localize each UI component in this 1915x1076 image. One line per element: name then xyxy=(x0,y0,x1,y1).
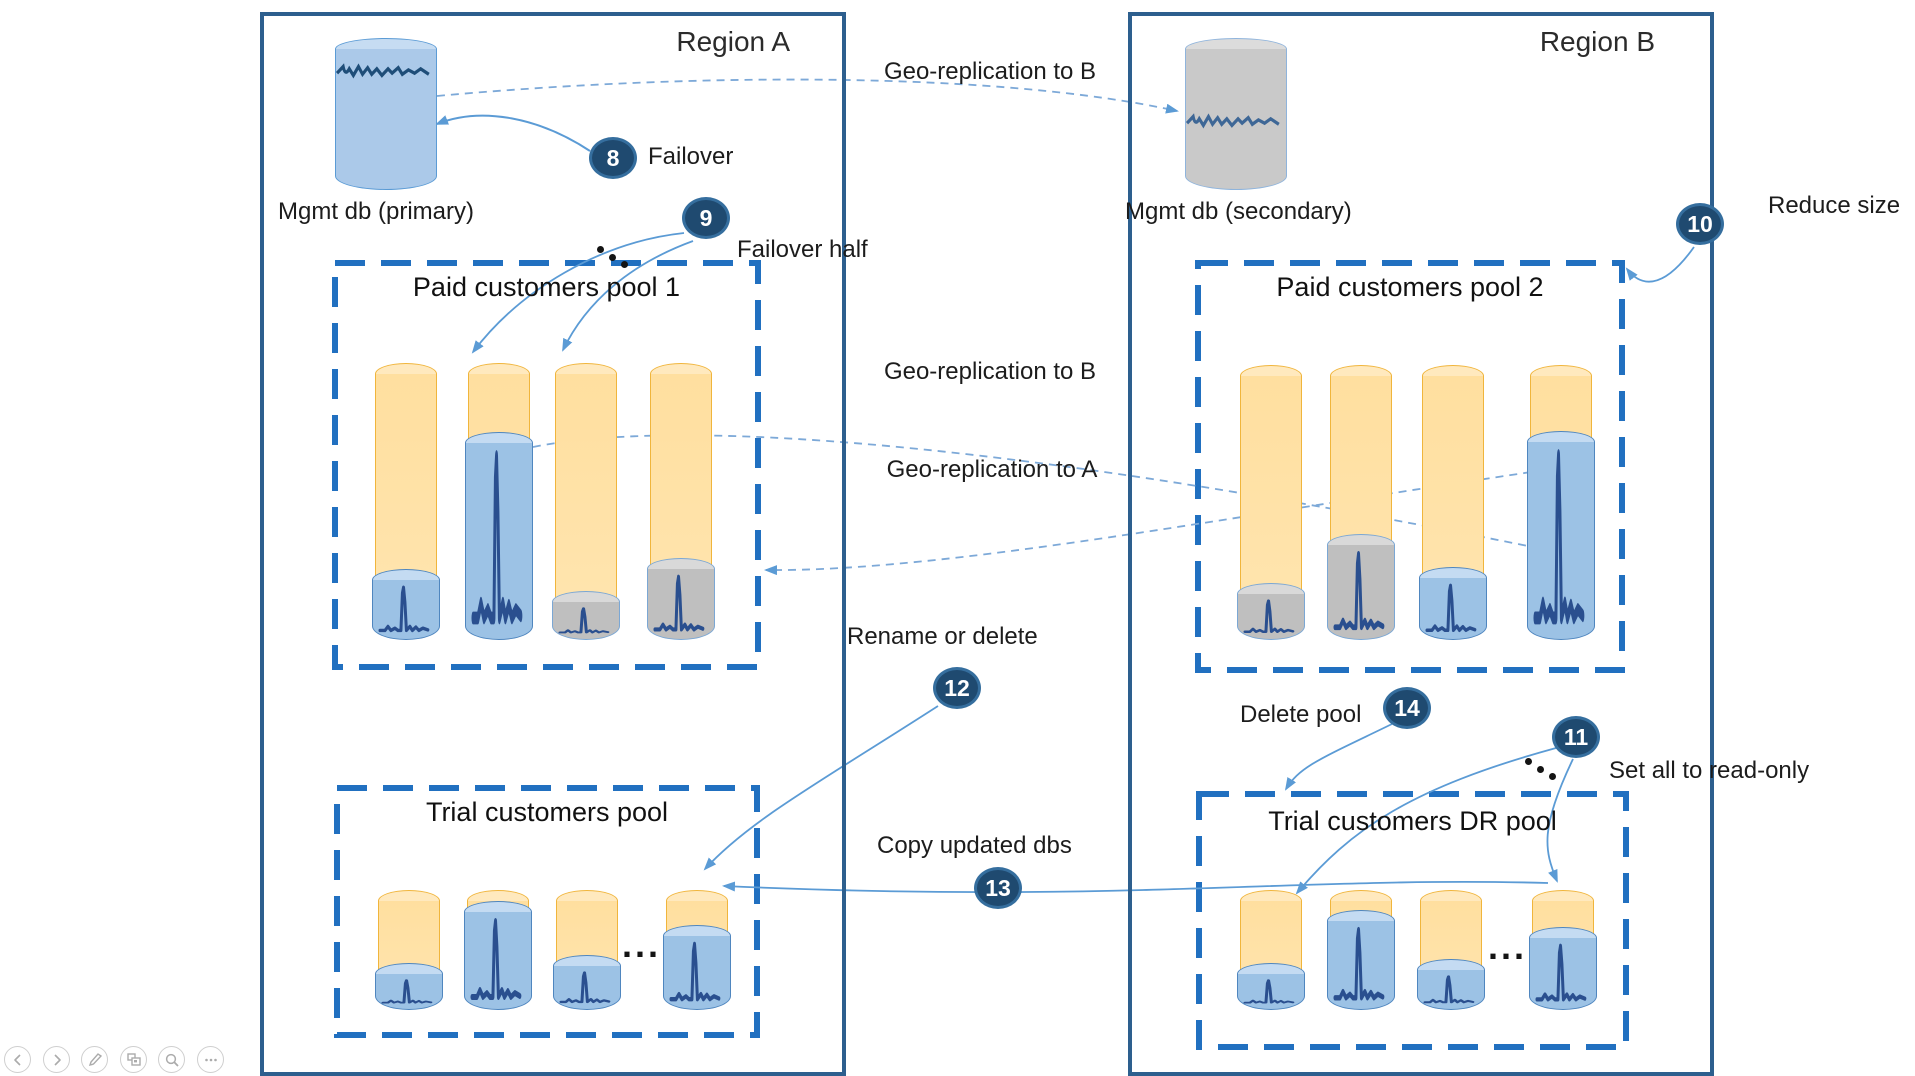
trial-dr-pool-db-3-data-fill xyxy=(1417,959,1485,1010)
db-waveform-icon xyxy=(653,574,705,632)
paid-pool-2-db-1-data-fill xyxy=(1237,583,1305,640)
db-waveform-icon xyxy=(1333,550,1385,631)
region-b-title: Region B xyxy=(1539,26,1655,57)
step-badge-12: 12 xyxy=(933,667,981,709)
mgmt-db-secondary-label: Mgmt db (secondary) xyxy=(1125,198,1352,225)
trial-dr-pool-db-1-data-fill xyxy=(1237,963,1305,1010)
db-waveform-icon xyxy=(559,971,611,1004)
geo-replication-to-a-label: Geo-replication to A xyxy=(886,456,1098,483)
more-options-button[interactable] xyxy=(196,1046,224,1073)
see-all-slides-button[interactable] xyxy=(119,1046,147,1073)
region-a-title: Region A xyxy=(676,26,790,57)
db-waveform-icon xyxy=(1185,113,1280,129)
step-badge-9: 9 xyxy=(682,197,730,239)
db-waveform-icon xyxy=(1423,975,1475,1004)
step-label-13: Copy updated dbs xyxy=(877,832,1072,859)
trial-pool-db-3-data-fill xyxy=(553,955,621,1010)
step-badge-11: 11 xyxy=(1552,716,1600,758)
dots-decoration xyxy=(1549,773,1556,780)
paid-pool-2-db-4-data-fill xyxy=(1527,431,1595,640)
trial-pool-db-4-data-fill xyxy=(663,925,731,1010)
step-label-8: Failover xyxy=(648,143,734,170)
step-label-10: Reduce size xyxy=(1768,192,1901,219)
dots-decoration xyxy=(1525,758,1532,765)
step-badge-8: 8 xyxy=(589,137,637,179)
trial-pool-db-3-capacity-cylinder xyxy=(556,890,618,1007)
db-waveform-icon xyxy=(471,450,523,625)
geo-replication-to-b-label: Geo-replication to B xyxy=(883,358,1097,385)
trial-dr-pool-ellipsis: ... xyxy=(1488,926,1528,967)
region-a-box xyxy=(260,12,846,1076)
trial-dr-pool-db-2-data-fill xyxy=(1327,910,1395,1010)
db-waveform-icon xyxy=(669,941,721,1002)
db-waveform-icon xyxy=(558,607,610,634)
db-waveform-icon xyxy=(1243,599,1295,633)
next-slide-button[interactable] xyxy=(42,1046,70,1073)
zoom-magnifier-button[interactable] xyxy=(158,1046,185,1073)
paid-pool-2-title: Paid customers pool 2 xyxy=(1276,272,1544,302)
trial-pool-db-2-data-fill xyxy=(464,901,532,1010)
trial-dr-pool-title: Trial customers DR pool xyxy=(1268,806,1557,836)
region-b-box xyxy=(1128,12,1714,1076)
paid-pool-1-db-1-data-fill xyxy=(372,569,440,640)
db-waveform-icon xyxy=(1425,583,1477,633)
step-label-14: Delete pool xyxy=(1240,701,1362,728)
db-waveform-icon xyxy=(381,979,433,1004)
trial-dr-pool-db-4-data-fill xyxy=(1529,927,1597,1010)
dots-decoration xyxy=(609,254,616,261)
step-label-9: Failover half xyxy=(737,236,868,263)
step-badge-13: 13 xyxy=(974,867,1022,909)
step-label-12: Rename or delete xyxy=(847,623,1038,650)
trial-pool-ellipsis: ... xyxy=(622,924,662,965)
pen-button[interactable] xyxy=(81,1046,108,1073)
geo-replication-top-label: Geo-replication to B xyxy=(883,58,1097,85)
dots-decoration xyxy=(1537,766,1544,773)
trial-pool-db-1-data-fill xyxy=(375,963,443,1010)
db-waveform-icon xyxy=(470,918,522,1000)
mgmt-db-secondary-cylinder xyxy=(1185,38,1287,190)
mgmt-db-primary-label: Mgmt db (primary) xyxy=(277,198,475,225)
db-waveform-icon xyxy=(1243,979,1295,1004)
paid-pool-2-db-2-data-fill xyxy=(1327,534,1395,640)
dots-decoration xyxy=(621,261,628,268)
step-badge-14: 14 xyxy=(1383,687,1431,729)
paid-pool-1-db-3-data-fill xyxy=(552,591,620,640)
db-waveform-icon xyxy=(335,63,430,79)
step-label-11: Set all to read-only xyxy=(1609,757,1810,784)
db-waveform-icon xyxy=(378,585,430,633)
step-badge-10: 10 xyxy=(1676,203,1724,245)
paid-pool-1-db-2-data-fill xyxy=(465,432,533,640)
dots-decoration xyxy=(597,246,604,253)
db-waveform-icon xyxy=(1535,943,1587,1002)
paid-pool-1-title: Paid customers pool 1 xyxy=(412,272,681,302)
paid-pool-1-db-4-data-fill xyxy=(647,558,715,640)
paid-pool-2-db-3-data-fill xyxy=(1419,567,1487,640)
db-waveform-icon xyxy=(1533,449,1585,625)
db-waveform-icon xyxy=(1333,926,1385,1001)
trial-pool-title: Trial customers pool xyxy=(425,797,669,827)
previous-slide-button[interactable] xyxy=(4,1046,31,1073)
mgmt-db-primary-cylinder xyxy=(335,38,437,190)
